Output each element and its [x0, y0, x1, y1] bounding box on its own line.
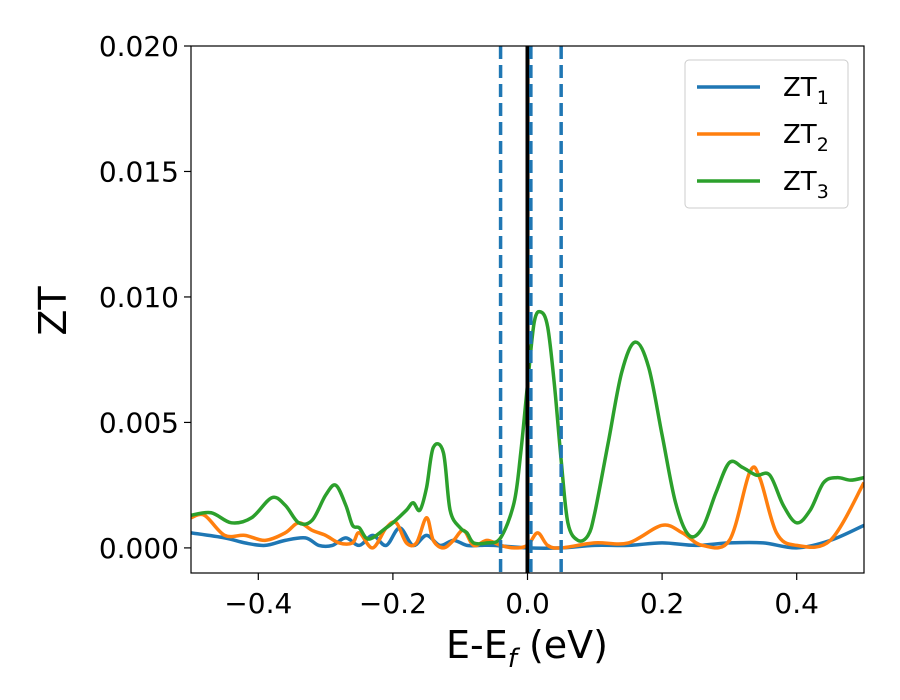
x-tick-label: 0.2	[640, 587, 685, 620]
x-axis-label-unit: (eV)	[517, 623, 608, 667]
x-tick-label: 0.0	[505, 587, 550, 620]
y-axis-label: ZT	[31, 286, 75, 336]
y-tick-label: 0.015	[99, 155, 179, 188]
legend-label-2: ZT2	[783, 120, 829, 156]
y-tick-label: 0.020	[99, 30, 179, 63]
legend-label-3: ZT3	[783, 167, 829, 203]
x-axis-label: E-Ef (eV)	[446, 623, 608, 674]
x-tick-label: 0.4	[774, 587, 819, 620]
y-tick-label: 0.010	[99, 281, 179, 314]
y-tick-label: 0.000	[99, 532, 179, 565]
legend: ZT1 ZT2 ZT3	[684, 59, 849, 209]
x-axis-label-main: E-E	[446, 623, 508, 667]
series-line-3	[191, 309, 864, 546]
legend-frame	[684, 59, 849, 209]
plot-area	[191, 46, 864, 573]
x-tick-label: −0.4	[224, 587, 292, 620]
y-tick-label: 0.005	[99, 406, 179, 439]
x-tick-label: −0.2	[359, 587, 427, 620]
axis-ticks: −0.4 −0.2 0.0 0.2 0.4 0.000 0.005 0.010 0.015 0.0…	[99, 30, 819, 620]
legend-label-1: ZT1	[783, 73, 829, 109]
series-line-2	[191, 465, 864, 550]
